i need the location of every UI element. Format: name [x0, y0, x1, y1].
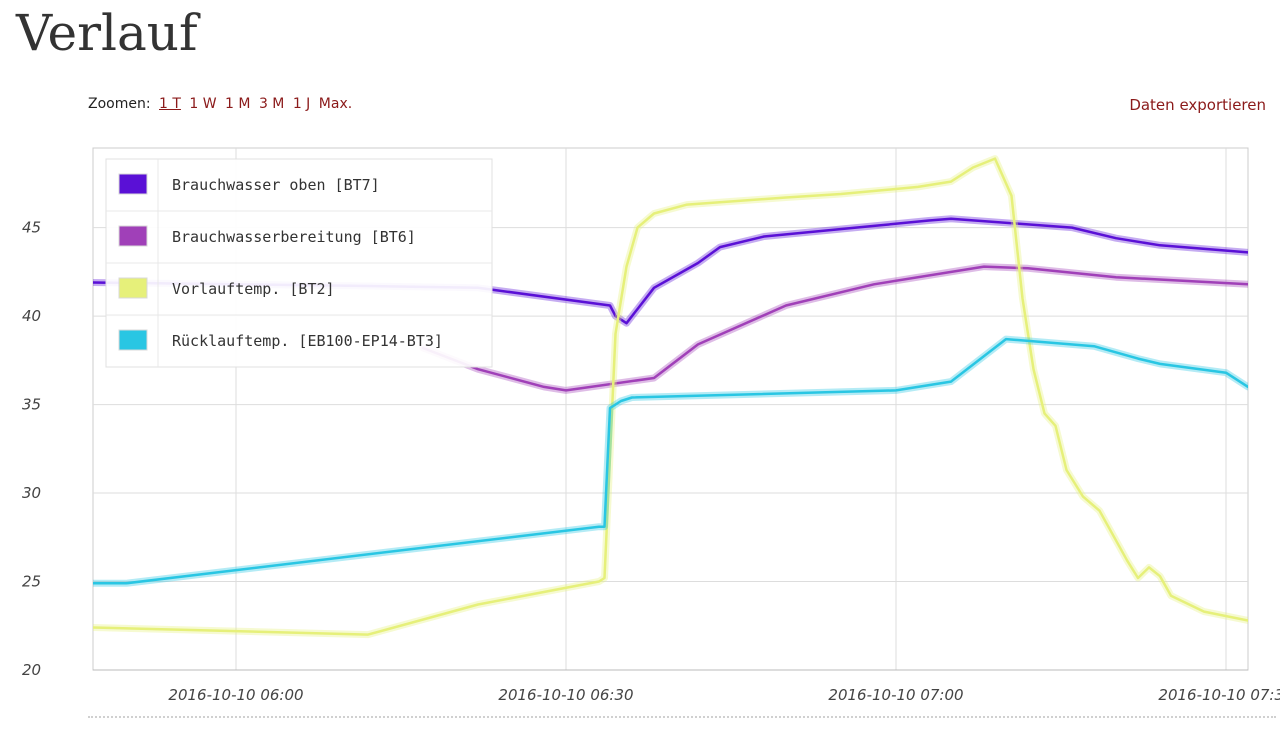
export-data-link[interactable]: Daten exportieren: [1129, 96, 1266, 114]
legend-label: Rücklauftemp. [EB100-EP14-BT3]: [172, 332, 443, 350]
zoom-option-1-month[interactable]: 1 M: [225, 96, 251, 112]
y-tick-label: 35: [22, 396, 41, 414]
legend-label: Vorlauftemp. [BT2]: [172, 280, 335, 298]
zoom-option-3-months[interactable]: 3 M: [258, 96, 285, 112]
x-tick-label: 2016-10-10 07:30: [1158, 686, 1280, 704]
series-line-2: [419, 263, 1248, 394]
x-tick-label: 2016-10-10 07:00: [828, 686, 963, 704]
y-tick-label: 20: [22, 661, 41, 679]
legend-swatch: [118, 173, 148, 195]
series-line-path: [93, 337, 1248, 585]
zoom-option-1-day[interactable]: 1 T: [159, 96, 181, 112]
legend-label: Brauchwasser oben [BT7]: [172, 176, 380, 194]
y-tick-label: 40: [22, 307, 41, 325]
series-line-1: [93, 215, 1248, 327]
x-tick-label: 2016-10-10 06:00: [168, 686, 303, 704]
zoom-bar: Zoomen: 1 T 1 W 1 M 3 M 1 J Max.: [88, 96, 352, 112]
series-line-path: [93, 157, 1248, 636]
legend-label: Brauchwasserbereitung [BT6]: [172, 228, 416, 246]
y-tick-label: 25: [22, 573, 41, 591]
y-tick-label: 30: [22, 484, 41, 502]
series-line-path: [93, 217, 1248, 325]
series-line-4: [93, 335, 1248, 587]
zoom-label: Zoomen:: [88, 96, 151, 112]
series-line-3: [93, 155, 1248, 639]
legend-swatch: [118, 329, 148, 351]
x-tick-label: 2016-10-10 06:30: [498, 686, 633, 704]
legend-swatch: [118, 225, 148, 247]
bottom-divider: [88, 716, 1276, 718]
series-line-path: [421, 265, 1248, 392]
legend-swatch: [118, 277, 148, 299]
legend: Brauchwasser oben [BT7] Brauchwasserberei…: [105, 158, 493, 368]
y-tick-label: 45: [22, 219, 41, 237]
zoom-option-max[interactable]: Max.: [318, 96, 353, 112]
page-title: Verlauf: [16, 4, 198, 62]
zoom-option-1-week[interactable]: 1 W: [189, 96, 217, 112]
zoom-option-1-year[interactable]: 1 J: [292, 96, 311, 112]
